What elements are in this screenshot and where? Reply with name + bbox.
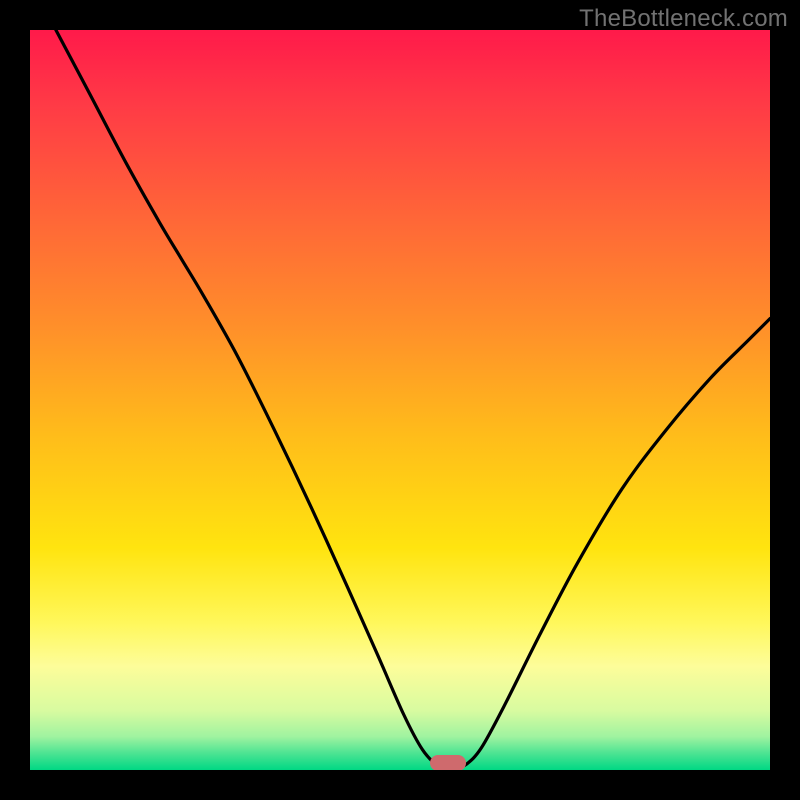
curve-path	[56, 30, 770, 768]
plot-area	[30, 30, 770, 770]
optimum-marker	[430, 755, 466, 770]
bottleneck-curve	[30, 30, 770, 770]
chart-stage: TheBottleneck.com	[0, 0, 800, 800]
watermark-text: TheBottleneck.com	[579, 5, 788, 33]
